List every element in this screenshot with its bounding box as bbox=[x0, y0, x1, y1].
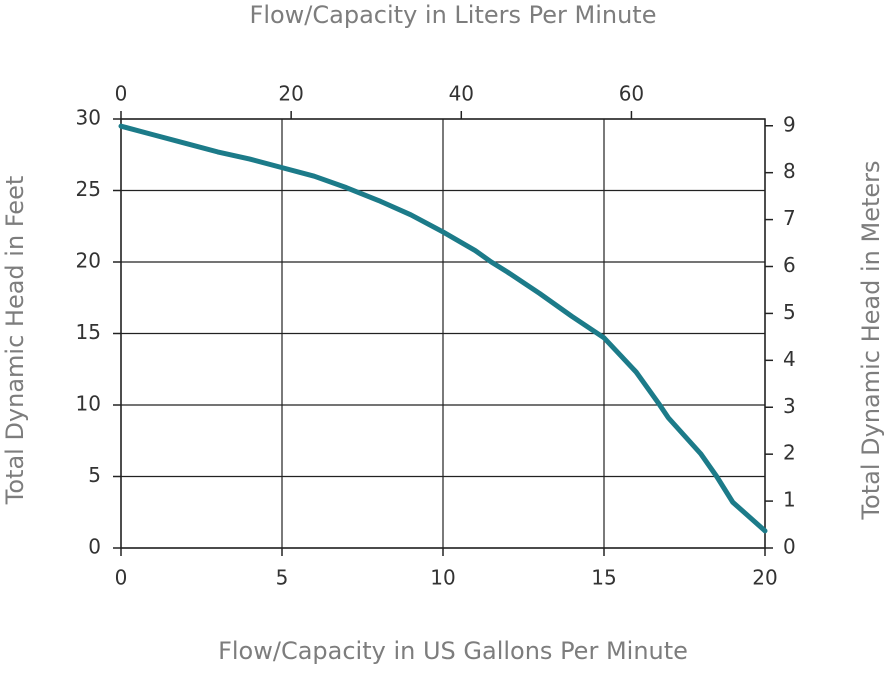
y-tick-label: 20 bbox=[76, 249, 101, 273]
y2-tick-label: 2 bbox=[783, 441, 796, 465]
top-axis-title: Flow/Capacity in Liters Per Minute bbox=[250, 1, 657, 29]
x2-tick-label: 60 bbox=[619, 82, 644, 106]
x2-tick-label: 20 bbox=[278, 82, 303, 106]
y-tick-label: 5 bbox=[88, 463, 101, 487]
x2-tick-label: 0 bbox=[115, 82, 128, 106]
x-axis-title: Flow/Capacity in US Gallons Per Minute bbox=[218, 637, 688, 665]
y2-tick-label: 0 bbox=[783, 535, 796, 559]
y2-tick-label: 8 bbox=[783, 159, 796, 183]
x2-tick-label: 40 bbox=[449, 82, 474, 106]
y2-tick-label: 4 bbox=[783, 347, 796, 371]
y2-axis-title: Total Dynamic Head in Meters bbox=[857, 160, 885, 520]
y-axis-title: Total Dynamic Head in Feet bbox=[1, 176, 29, 505]
x-tick-label: 5 bbox=[276, 566, 289, 590]
y2-tick-label: 9 bbox=[783, 112, 796, 136]
x-tick-label: 20 bbox=[752, 566, 777, 590]
x-tick-label: 0 bbox=[115, 566, 128, 590]
y2-tick-label: 5 bbox=[783, 300, 796, 324]
y2-tick-label: 1 bbox=[783, 488, 796, 512]
y2-tick-label: 6 bbox=[783, 253, 796, 277]
y-tick-label: 25 bbox=[76, 177, 101, 201]
y-tick-label: 10 bbox=[76, 392, 101, 416]
y2-tick-label: 7 bbox=[783, 206, 796, 230]
y-tick-label: 30 bbox=[76, 106, 101, 130]
y-tick-label: 15 bbox=[76, 320, 101, 344]
y-tick-label: 0 bbox=[88, 535, 101, 559]
curve bbox=[118, 123, 768, 534]
x-tick-label: 10 bbox=[430, 566, 455, 590]
y2-tick-label: 3 bbox=[783, 394, 796, 418]
x-tick-label: 15 bbox=[591, 566, 616, 590]
